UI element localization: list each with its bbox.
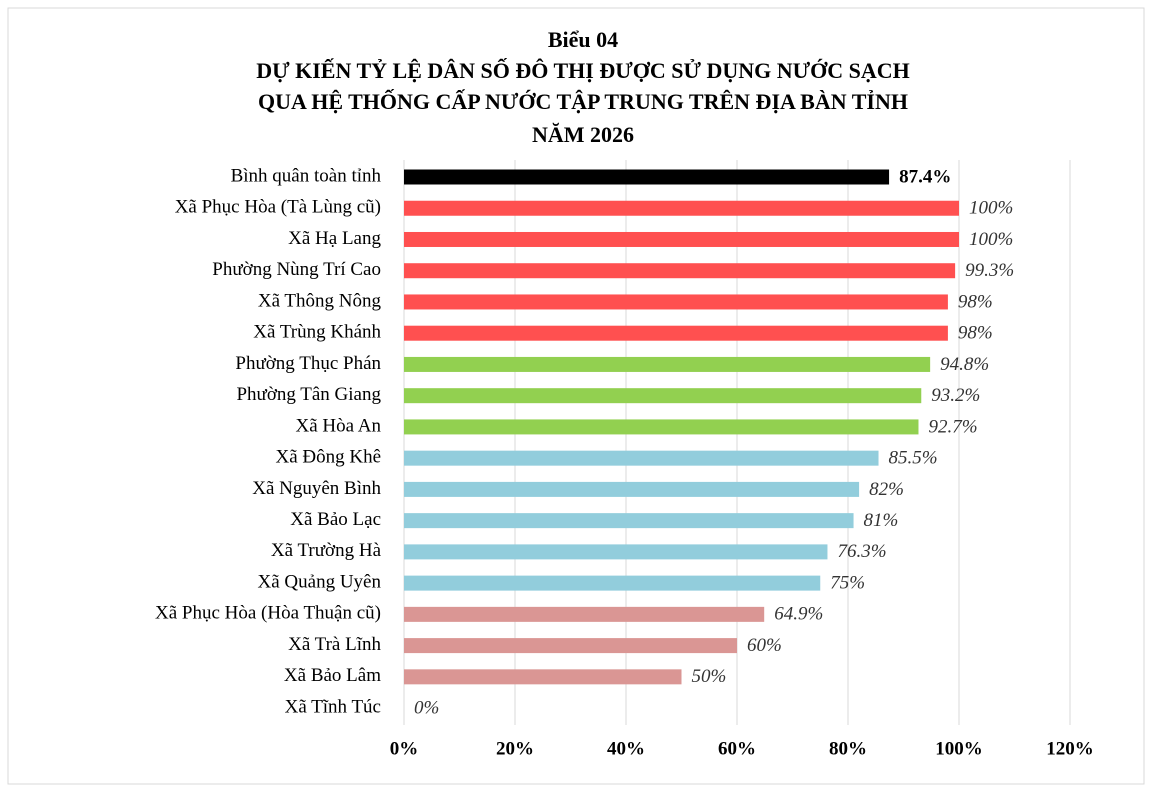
value-label: 75% <box>830 572 865 593</box>
bar <box>404 481 860 497</box>
bar <box>404 200 959 216</box>
value-label: 93.2% <box>931 385 980 406</box>
bar <box>404 419 919 435</box>
x-tick-label: 20% <box>496 738 534 759</box>
y-tick-label: Xã Quảng Uyên <box>258 571 382 592</box>
chart-title: Biểu 04 <box>548 27 618 52</box>
bar <box>404 294 948 310</box>
value-label: 94.8% <box>940 354 989 375</box>
y-tick-label: Phường Thục Phán <box>235 353 381 374</box>
x-tick-label: 80% <box>829 738 867 759</box>
chart-title: DỰ KIẾN TỶ LỆ DÂN SỐ ĐÔ THỊ ĐƯỢC SỬ DỤNG… <box>256 58 910 83</box>
bar <box>404 669 682 685</box>
y-tick-label: Xã Đông Khê <box>275 447 381 468</box>
value-label: 100% <box>969 229 1013 250</box>
value-label: 99.3% <box>965 260 1014 281</box>
y-tick-label: Xã Phục Hòa (Hòa Thuận cũ) <box>155 603 381 624</box>
x-tick-label: 120% <box>1046 738 1094 759</box>
value-label: 81% <box>864 510 899 531</box>
bar <box>404 231 959 247</box>
y-tick-label: Xã Phục Hòa (Tà Lùng cũ) <box>175 197 381 218</box>
y-tick-label: Phường Nùng Trí Cao <box>212 259 381 280</box>
y-tick-label: Xã Bảo Lâm <box>284 665 381 686</box>
y-tick-label: Phường Tân Giang <box>236 384 381 405</box>
value-label: 100% <box>969 198 1013 219</box>
y-tick-label: Xã Hòa An <box>296 415 382 436</box>
value-label: 98% <box>958 291 993 312</box>
y-tick-label: Xã Bảo Lạc <box>290 509 381 530</box>
bar <box>404 388 922 404</box>
value-label: 60% <box>747 635 782 656</box>
y-tick-label: Xã Hạ Lang <box>288 228 381 249</box>
bar <box>404 325 948 341</box>
y-tick-label: Xã Trùng Khánh <box>253 322 381 343</box>
y-tick-label: Xã Thông Nông <box>258 290 382 311</box>
value-label: 92.7% <box>928 416 977 437</box>
x-tick-label: 0% <box>390 738 419 759</box>
value-label: 50% <box>692 666 727 687</box>
x-tick-label: 60% <box>718 738 756 759</box>
value-label: 87.4% <box>899 166 951 187</box>
bar <box>404 169 890 185</box>
y-tick-label: Xã Nguyên Bình <box>252 478 381 499</box>
bar <box>404 575 821 591</box>
value-label: 0% <box>414 697 439 718</box>
chart-title: NĂM 2026 <box>532 122 634 147</box>
x-tick-label: 40% <box>607 738 645 759</box>
bar <box>404 606 765 622</box>
y-tick-label: Bình quân toàn tỉnh <box>231 165 382 186</box>
y-tick-label: Xã Tĩnh Túc <box>285 696 381 717</box>
chart-title: QUA HỆ THỐNG CẤP NƯỚC TẬP TRUNG TRÊN ĐỊA… <box>258 89 908 114</box>
bar <box>404 638 737 654</box>
y-tick-label: Xã Trà Lĩnh <box>288 634 381 655</box>
value-label: 98% <box>958 323 993 344</box>
bar <box>404 513 854 529</box>
bar <box>404 263 956 279</box>
value-label: 76.3% <box>837 541 886 562</box>
bar <box>404 544 828 560</box>
bar <box>404 356 931 372</box>
y-tick-label: Xã Trường Hà <box>271 540 382 561</box>
bar <box>404 450 879 466</box>
x-tick-label: 100% <box>935 738 983 759</box>
value-label: 85.5% <box>889 448 938 469</box>
value-label: 64.9% <box>774 604 823 625</box>
value-label: 82% <box>869 479 904 500</box>
